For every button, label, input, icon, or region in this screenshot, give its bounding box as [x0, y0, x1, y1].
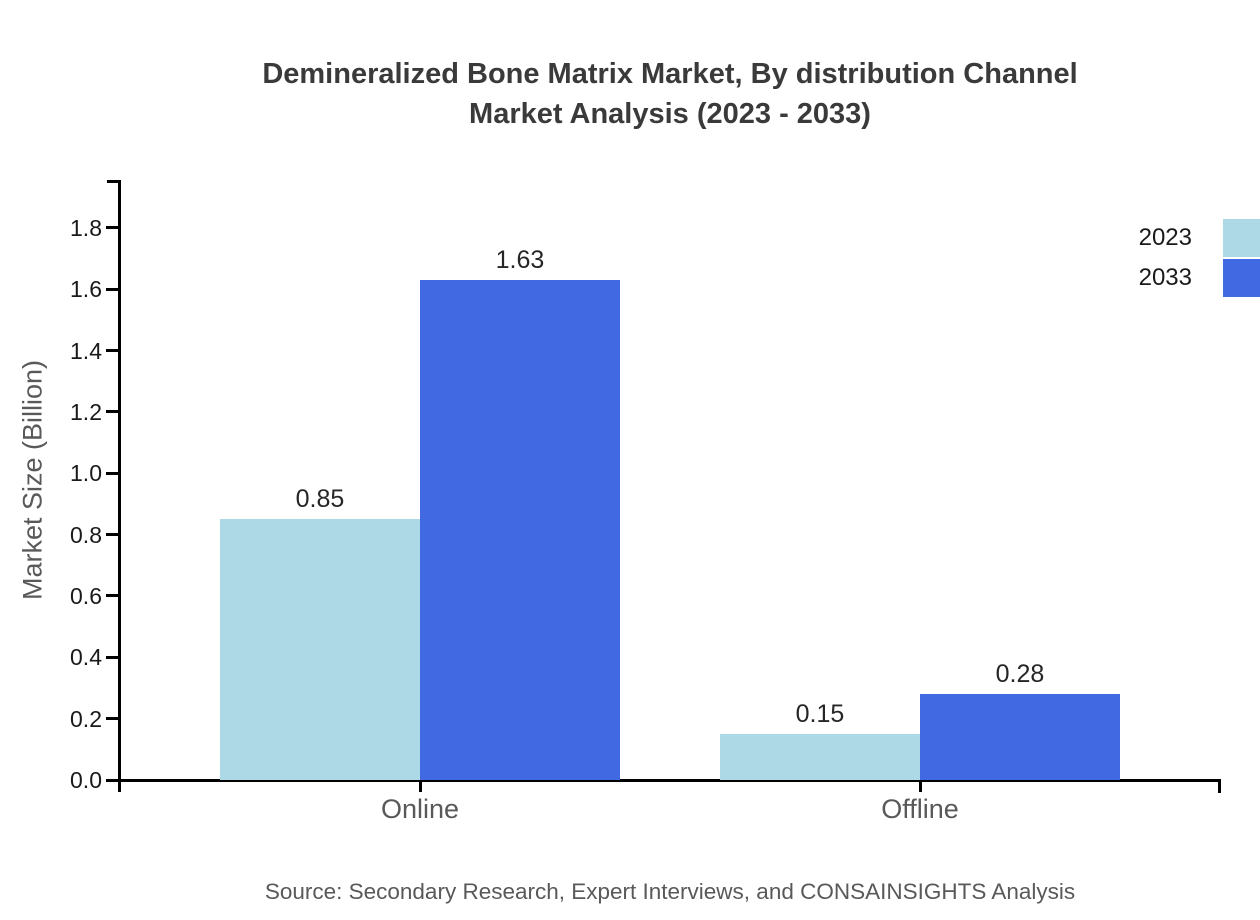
legend-swatch-2033 — [1223, 259, 1260, 297]
x-tick-label-online: Online — [380, 794, 460, 824]
bar-value-label: 1.63 — [495, 246, 545, 275]
bar-2023-online — [220, 519, 420, 780]
y-tick-label: 0.0 — [70, 767, 102, 793]
y-tick-label: 1.6 — [70, 276, 102, 303]
chart-title: Demineralized Bone Matrix Market, By dis… — [80, 54, 1260, 134]
y-tick-mark — [106, 471, 120, 475]
y-tick-mark — [106, 594, 120, 598]
source-note: Source: Secondary Research, Expert Inter… — [264, 879, 1076, 904]
legend-row-2033: 2033 — [1139, 259, 1260, 297]
chart-title-line1: Demineralized Bone Matrix Market, By dis… — [262, 58, 1078, 90]
y-axis-line — [118, 181, 121, 792]
y-tick-mark — [106, 533, 120, 537]
y-tick-label: 1.2 — [70, 398, 102, 425]
y-tick-mark — [106, 287, 120, 291]
chart-title-line2: Market Analysis (2023 - 2033) — [469, 98, 871, 130]
x-axis-line — [106, 779, 1221, 782]
bar-2033-online — [420, 280, 620, 780]
x-tick-mark — [918, 780, 922, 792]
y-tick-label: 0.6 — [70, 582, 102, 609]
bar-2033-offline — [920, 694, 1120, 780]
y-tick-mark — [106, 717, 120, 721]
legend-label-2023: 2023 — [1138, 224, 1192, 251]
y-tick-label: 0.4 — [70, 644, 102, 671]
legend-label-2033: 2033 — [1138, 264, 1192, 291]
legend-row-2023: 2023 — [1139, 219, 1260, 257]
y-tick-label: 0.8 — [70, 521, 102, 548]
y-tick-mark — [106, 349, 120, 353]
y-tick-label: 1.0 — [70, 460, 102, 487]
x-tick-label-offline: Offline — [881, 794, 959, 824]
bar-value-label: 0.15 — [795, 699, 845, 728]
legend-swatch-2023 — [1223, 219, 1260, 257]
y-tick-mark — [106, 410, 120, 414]
x-tick-mark — [418, 780, 422, 792]
bar-value-label: 0.85 — [295, 485, 345, 514]
y-tick-label: 1.4 — [70, 337, 102, 364]
legend: 2023 2033 — [1139, 219, 1260, 299]
bar-value-label: 0.28 — [995, 660, 1045, 689]
bar-2023-offline — [720, 733, 920, 780]
y-axis-top-cap — [107, 180, 121, 183]
y-tick-label: 1.8 — [70, 214, 102, 241]
y-tick-mark — [106, 778, 120, 782]
y-tick-label: 0.2 — [70, 705, 102, 732]
x-axis-right-cap — [1218, 779, 1221, 793]
y-tick-mark — [106, 655, 120, 659]
y-tick-mark — [106, 226, 120, 230]
